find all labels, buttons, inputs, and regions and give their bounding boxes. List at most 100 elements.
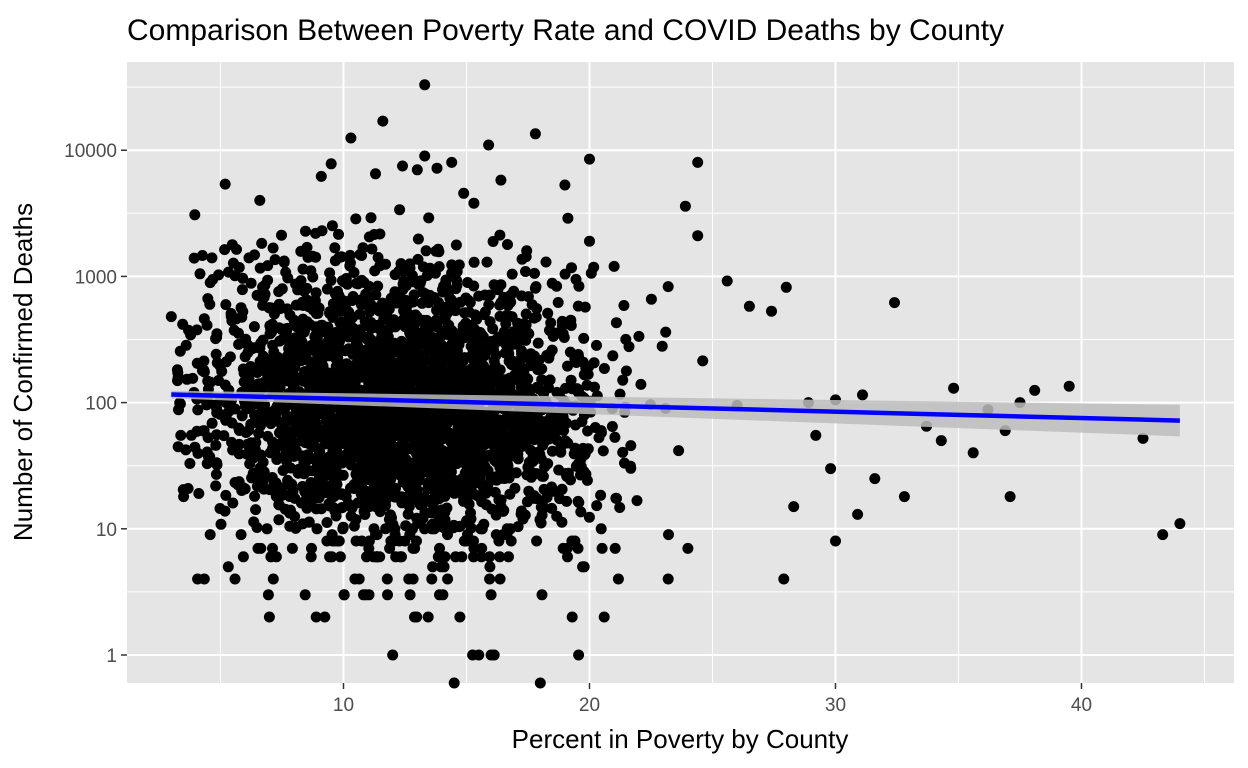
data-point-1190 [578, 561, 590, 573]
data-point-448 [434, 542, 445, 554]
data-point-1945 [612, 573, 624, 585]
data-point-234 [235, 529, 247, 541]
data-point-2894 [411, 347, 423, 359]
data-point-2859 [329, 333, 341, 345]
data-point-2145 [382, 589, 393, 601]
data-point-2176 [494, 573, 506, 585]
data-point-2801 [339, 345, 351, 357]
data-point-2825 [342, 431, 354, 443]
data-point-2899 [367, 303, 379, 315]
data-point-2223 [432, 243, 444, 255]
data-point-1563 [442, 573, 454, 585]
data-point-2888 [506, 359, 518, 371]
data-point-2831 [350, 373, 362, 385]
points-layer [165, 79, 1186, 689]
data-point-2891 [273, 514, 285, 526]
data-point-1792 [527, 451, 539, 463]
data-point-2514 [454, 611, 466, 623]
data-point-2974 [380, 366, 392, 378]
data-point-2132 [419, 288, 431, 300]
data-point-2551 [423, 297, 435, 309]
data-point-2754 [284, 309, 296, 321]
data-point-2967 [460, 439, 472, 451]
data-point-2045 [249, 490, 261, 502]
data-point-2251 [426, 519, 438, 531]
data-point-1708 [184, 458, 196, 469]
data-point-2558 [546, 277, 558, 289]
outlier-point-37 [1174, 518, 1186, 530]
data-point-821 [337, 469, 349, 481]
data-point-2858 [326, 370, 338, 382]
data-point-2934 [266, 318, 278, 330]
data-point-2675 [501, 529, 513, 541]
data-point-2814 [307, 304, 319, 316]
outlier-point-57 [967, 447, 979, 459]
data-point-2699 [442, 446, 454, 458]
data-point-1845 [289, 377, 301, 389]
data-point-122 [220, 489, 232, 501]
data-point-2235 [542, 307, 554, 319]
data-point-1685 [466, 353, 478, 364]
data-point-2261 [341, 358, 353, 370]
data-point-158 [487, 323, 499, 335]
data-point-2799 [561, 495, 573, 507]
data-point-2968 [405, 329, 416, 340]
data-point-2918 [259, 279, 271, 291]
outlier-point-13 [495, 174, 507, 186]
data-point-1122 [245, 418, 257, 430]
data-point-2951 [295, 245, 307, 257]
data-point-2293 [226, 239, 238, 251]
data-point-2717 [398, 355, 410, 367]
outlier-point-9 [411, 164, 423, 176]
data-point-2794 [537, 470, 549, 482]
data-point-2563 [419, 335, 431, 347]
data-point-1277 [194, 268, 206, 280]
x-tick-label-0: 10 [333, 695, 354, 716]
data-point-2059 [509, 338, 520, 350]
data-point-2686 [494, 229, 506, 241]
data-point-2940 [449, 413, 461, 425]
data-point-2162 [426, 377, 437, 389]
data-point-2874 [561, 542, 573, 554]
outlier-point-18 [468, 197, 480, 209]
data-point-1730 [301, 502, 313, 514]
data-point-657 [556, 483, 568, 495]
data-point-1712 [237, 482, 249, 494]
data-point-2911 [431, 342, 443, 354]
outlier-point-10 [370, 168, 381, 180]
data-point-2936 [401, 479, 413, 491]
data-point-2721 [293, 299, 305, 311]
data-point-2735 [543, 352, 555, 364]
data-point-1535 [588, 261, 600, 273]
data-point-2100 [411, 611, 423, 623]
data-point-2905 [501, 309, 513, 321]
data-point-1815 [236, 410, 248, 422]
data-point-404 [635, 378, 647, 390]
data-point-2043 [351, 462, 363, 474]
data-point-2689 [394, 204, 406, 216]
y-tick-label-4: 10000 [64, 141, 117, 162]
data-point-1996 [262, 589, 274, 601]
data-point-2844 [462, 328, 474, 340]
outlier-point-6 [692, 156, 704, 168]
data-point-2546 [397, 385, 409, 397]
data-point-1268 [285, 480, 297, 492]
outlier-point-36 [1137, 432, 1149, 444]
data-point-2928 [438, 561, 450, 573]
data-point-2796 [582, 425, 594, 437]
data-point-2842 [385, 349, 397, 361]
data-point-1415 [598, 611, 610, 623]
data-point-2529 [433, 493, 445, 505]
data-point-2076 [609, 542, 621, 554]
data-point-2531 [298, 452, 310, 464]
data-point-2827 [324, 306, 336, 318]
data-point-1680 [353, 573, 365, 585]
data-point-2587 [305, 422, 317, 434]
data-point-2875 [532, 364, 544, 376]
data-point-2927 [411, 512, 423, 524]
data-point-2472 [326, 220, 338, 232]
data-point-2680 [340, 491, 352, 503]
data-point-1335 [256, 237, 268, 249]
data-point-2727 [266, 326, 277, 338]
data-point-2458 [300, 225, 311, 237]
